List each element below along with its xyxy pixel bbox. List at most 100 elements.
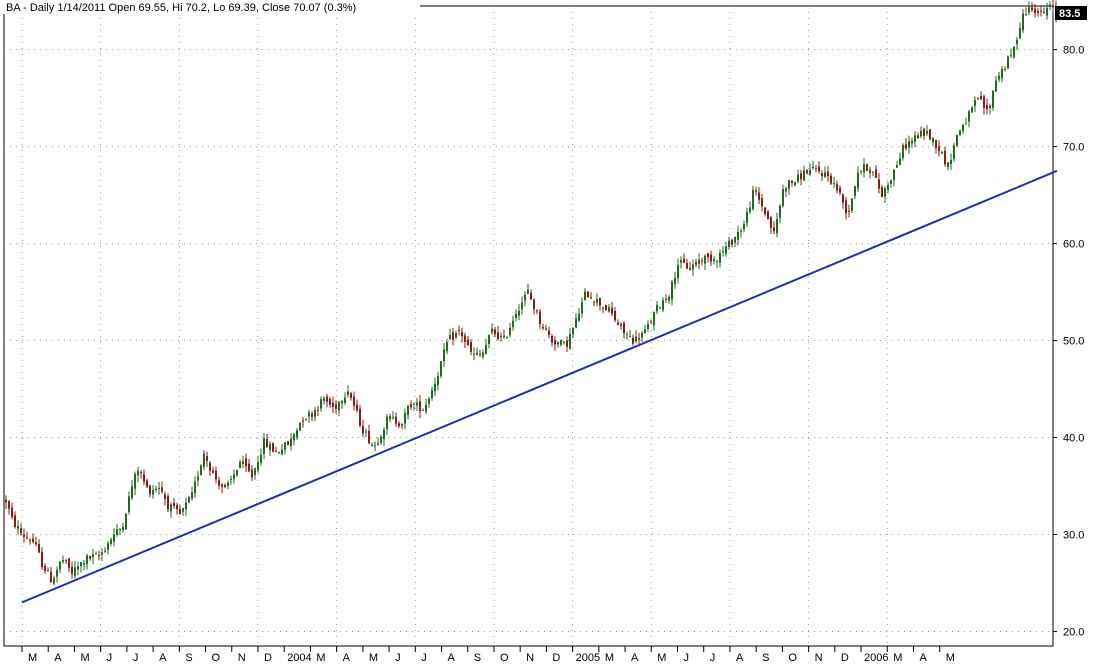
candle-body	[359, 408, 361, 426]
candle-body	[344, 397, 346, 404]
candle-body	[230, 478, 232, 481]
candle-body	[422, 409, 424, 411]
candle-body	[620, 323, 622, 326]
candle-body	[350, 393, 352, 398]
candle-body	[11, 507, 13, 518]
candle-body	[467, 339, 469, 345]
candle-body	[38, 544, 40, 553]
candle-body	[713, 259, 715, 262]
candle-body	[851, 198, 853, 211]
candle-body	[536, 310, 538, 312]
x-tick-label: A	[159, 652, 167, 664]
candle-body	[848, 210, 850, 212]
candle-body	[71, 567, 73, 575]
candle-body	[494, 329, 496, 335]
candle-body	[407, 405, 409, 415]
candle-body	[989, 105, 991, 108]
candle-body	[1007, 56, 1009, 69]
candle-body	[677, 265, 679, 279]
candle-body	[1019, 28, 1021, 39]
candle-body	[776, 218, 778, 234]
x-tick-label: S	[185, 652, 192, 664]
y-tick-label: 30.0	[1063, 529, 1084, 541]
candle-body	[824, 172, 826, 178]
candle-body	[953, 145, 955, 159]
candle-body	[731, 240, 733, 245]
candle-body	[362, 426, 364, 434]
candle-body	[470, 342, 472, 352]
candle-body	[410, 404, 412, 408]
x-tick-label: M	[605, 652, 614, 664]
candle-body	[542, 326, 544, 329]
candle-body	[755, 190, 757, 192]
candle-body	[656, 304, 658, 312]
candle-body	[569, 334, 571, 349]
candle-body	[809, 169, 811, 175]
candle-body	[971, 107, 973, 113]
candle-body	[923, 128, 925, 136]
candle-body	[170, 504, 172, 512]
candle-body	[437, 376, 439, 385]
y-tick-label: 60.0	[1063, 239, 1084, 251]
candle-body	[281, 449, 283, 455]
x-tick-label: M	[657, 652, 666, 664]
candle-body	[59, 561, 61, 570]
candle-body	[149, 485, 151, 495]
last-value-label: 83.5	[1059, 8, 1080, 20]
candle-body	[830, 175, 832, 184]
candle-body	[779, 205, 781, 218]
x-tick-label: A	[631, 652, 639, 664]
candle-body	[380, 436, 382, 443]
candle-body	[458, 330, 460, 332]
candle-body	[248, 463, 250, 472]
x-tick-label: N	[526, 652, 534, 664]
x-tick-label: M	[946, 652, 955, 664]
candle-body	[893, 169, 895, 181]
candle-body	[56, 570, 58, 577]
candle-body	[185, 502, 187, 510]
candle-body	[890, 180, 892, 184]
candle-body	[914, 135, 916, 142]
candle-body	[17, 526, 19, 529]
candle-body	[41, 552, 43, 568]
candle-body	[296, 430, 298, 438]
candle-body	[554, 340, 556, 345]
candle-body	[29, 540, 31, 542]
candle-body	[14, 515, 16, 527]
x-tick-label: M	[893, 652, 902, 664]
candle-body	[599, 297, 601, 306]
candle-body	[650, 321, 652, 323]
candle-body	[749, 207, 751, 212]
candle-body	[311, 413, 313, 417]
candle-body	[836, 183, 838, 191]
candle-body	[332, 402, 334, 407]
candle-body	[1034, 8, 1036, 13]
candle-body	[746, 211, 748, 224]
candle-body	[104, 550, 106, 552]
last-value-box	[1055, 6, 1087, 20]
candle-body	[887, 185, 889, 191]
candle-body	[878, 179, 880, 189]
candle-body	[590, 297, 592, 299]
candle-body	[998, 75, 1000, 80]
candle-body	[1025, 14, 1027, 16]
candle-body	[152, 490, 154, 495]
candle-body	[716, 261, 718, 263]
y-tick-label: 80.0	[1063, 45, 1084, 57]
candle-body	[164, 494, 166, 499]
candle-body	[158, 488, 160, 490]
candle-body	[1043, 12, 1045, 14]
candle-body	[671, 281, 673, 300]
candle-body	[1016, 39, 1018, 45]
candle-body	[1046, 7, 1048, 16]
candle-body	[8, 501, 10, 509]
candle-body	[323, 398, 325, 402]
candle-body	[155, 488, 157, 490]
candle-body	[752, 189, 754, 210]
candle-body	[98, 554, 100, 556]
candle-body	[83, 563, 85, 565]
candle-body	[581, 301, 583, 314]
candle-body	[89, 555, 91, 559]
candle-body	[107, 543, 109, 550]
candle-body	[1013, 46, 1015, 58]
